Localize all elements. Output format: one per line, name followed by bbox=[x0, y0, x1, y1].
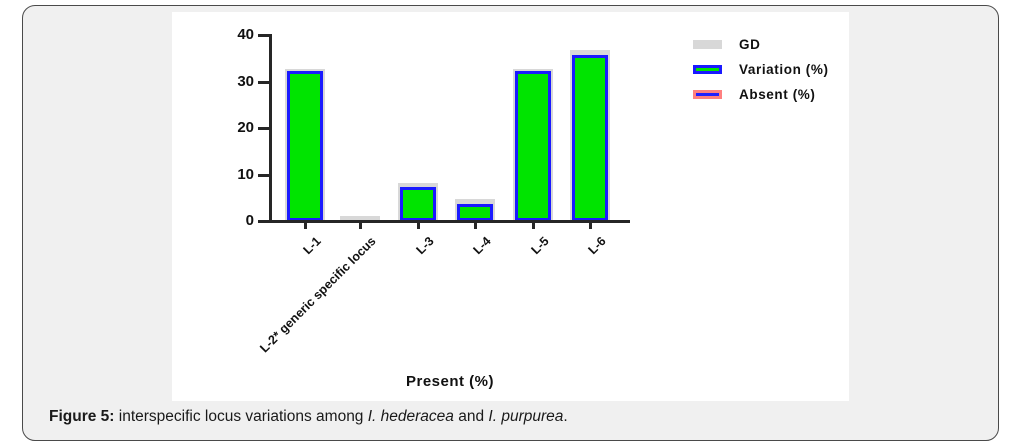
legend-swatch-icon bbox=[693, 89, 722, 99]
x-category-label-1: L-1 bbox=[300, 234, 324, 258]
chart-canvas: 0 10 20 30 40 L-1 L-2* generic specific locus L… bbox=[172, 12, 849, 401]
x-category-label-2: L-2* generic specific locus bbox=[257, 234, 379, 356]
x-tick-3 bbox=[417, 223, 420, 229]
y-tick-40 bbox=[258, 34, 269, 37]
x-tick-5 bbox=[532, 223, 535, 229]
figure-panel: 0 10 20 30 40 L-1 L-2* generic specific locus L… bbox=[22, 5, 999, 441]
x-tick-4 bbox=[474, 223, 477, 229]
y-tick-30 bbox=[258, 80, 269, 84]
legend-item-1: Variation (%) bbox=[693, 61, 829, 77]
bar-variation-5 bbox=[515, 71, 551, 221]
x-category-label-4: L-4 bbox=[470, 234, 494, 258]
y-tick-label-20: 20 bbox=[237, 119, 254, 136]
species-name-1: I. hederacea bbox=[367, 408, 454, 425]
y-tick-0 bbox=[258, 220, 269, 223]
chart-legend: GD Variation (%) Absent (%) bbox=[693, 36, 829, 111]
bar-variation-6 bbox=[572, 54, 608, 221]
x-axis-title: Present (%) bbox=[405, 373, 495, 390]
bar-variation-1 bbox=[287, 71, 323, 221]
x-category-label-3: L-3 bbox=[413, 234, 437, 258]
figure-caption: Figure 5: interspecific locus variations… bbox=[49, 407, 969, 427]
caption-text: interspecific locus variations among bbox=[114, 408, 368, 425]
y-tick-label-0: 0 bbox=[245, 212, 254, 229]
x-tick-6 bbox=[589, 223, 592, 229]
figure-caption-label: Figure 5: bbox=[49, 408, 115, 425]
x-tick-2 bbox=[359, 223, 362, 229]
legend-item-2: Absent (%) bbox=[693, 86, 829, 102]
legend-item-0: GD bbox=[693, 36, 829, 52]
y-tick-10 bbox=[258, 173, 269, 177]
legend-label: Variation (%) bbox=[739, 61, 829, 77]
legend-label: GD bbox=[739, 36, 761, 52]
x-category-label-5: L-5 bbox=[528, 234, 552, 258]
legend-label: Absent (%) bbox=[739, 86, 816, 102]
y-axis-line bbox=[269, 34, 272, 223]
x-category-label-6: L-6 bbox=[585, 234, 609, 258]
bar-gd-2 bbox=[340, 215, 380, 221]
species-name-2: I. purpurea bbox=[488, 408, 564, 425]
caption-text: and bbox=[453, 408, 489, 425]
legend-swatch-icon bbox=[693, 64, 722, 74]
x-axis-line bbox=[269, 220, 630, 223]
y-tick-label-10: 10 bbox=[237, 165, 254, 183]
legend-swatch-icon bbox=[693, 39, 722, 49]
y-tick-label-40: 40 bbox=[237, 26, 254, 43]
caption-text: . bbox=[563, 408, 568, 425]
y-tick-20 bbox=[258, 127, 269, 130]
x-tick-1 bbox=[304, 223, 307, 229]
y-tick-label-30: 30 bbox=[237, 72, 254, 90]
bar-variation-3 bbox=[400, 187, 436, 221]
bar-variation-4 bbox=[457, 203, 493, 221]
